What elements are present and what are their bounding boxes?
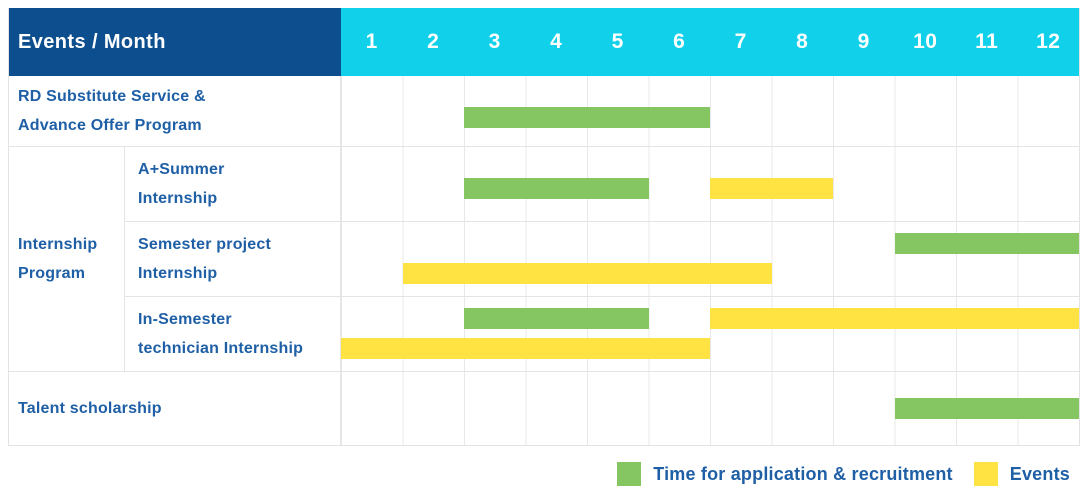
table-row-talent-scholarship: Talent scholarship — [9, 371, 1079, 445]
group-row-internship-program: Internship Program A+Summer Internship S… — [9, 146, 1079, 371]
month-header-6: 6 — [673, 30, 686, 53]
application-swatch-icon — [617, 462, 642, 486]
table-row-semester-project: Semester project Internship — [125, 221, 1079, 296]
table-body: RD Substitute Service & Advance Offer Pr… — [9, 76, 1079, 445]
month-header-11: 11 — [975, 30, 999, 53]
schedule-table: Events / Month 1 2 3 4 5 6 7 8 9 10 11 1… — [8, 8, 1080, 446]
table-row-a-plus-summer: A+Summer Internship — [125, 147, 1079, 221]
month-header-row: 1 2 3 4 5 6 7 8 9 10 11 12 — [341, 8, 1079, 76]
month-header-10: 10 — [913, 30, 938, 53]
row-timeline — [341, 76, 1079, 146]
row-timeline — [341, 372, 1079, 445]
month-header-5: 5 — [611, 30, 624, 53]
row-label: A+Summer Internship — [125, 147, 341, 221]
table-row-in-semester-technician: In-Semester technician Internship — [125, 296, 1079, 371]
corner-header: Events / Month — [9, 8, 341, 76]
month-header-7: 7 — [734, 30, 747, 53]
row-timeline — [341, 297, 1079, 371]
table-header-row: Events / Month 1 2 3 4 5 6 7 8 9 10 11 1… — [9, 8, 1079, 76]
legend-item-events: Events — [973, 462, 1070, 486]
application-bar — [464, 107, 710, 128]
event-bar — [402, 263, 772, 284]
legend-label: Time for application & recruitment — [653, 463, 953, 484]
events-swatch-icon — [973, 462, 998, 486]
legend-item-application: Time for application & recruitment — [617, 462, 953, 486]
month-header-4: 4 — [550, 30, 563, 53]
application-bar — [464, 308, 649, 329]
application-bar — [894, 233, 1079, 254]
row-timeline — [341, 147, 1079, 221]
row-label: RD Substitute Service & Advance Offer Pr… — [9, 76, 341, 146]
month-header-8: 8 — [796, 30, 809, 53]
month-header-12: 12 — [1036, 30, 1061, 53]
event-bar — [710, 178, 833, 199]
row-label: Talent scholarship — [9, 372, 341, 445]
application-bar — [894, 398, 1079, 419]
table-row-rd-substitute: RD Substitute Service & Advance Offer Pr… — [9, 76, 1079, 146]
month-header-2: 2 — [427, 30, 440, 53]
month-header-3: 3 — [488, 30, 501, 53]
month-header-1: 1 — [365, 30, 378, 53]
event-bar — [341, 338, 710, 359]
group-label: Internship Program — [9, 147, 125, 371]
group-subrows: A+Summer Internship Semester project Int… — [125, 147, 1079, 371]
row-label: In-Semester technician Internship — [125, 297, 341, 371]
application-bar — [464, 178, 649, 199]
legend: Time for application & recruitment Event… — [617, 462, 1070, 486]
row-timeline — [341, 222, 1079, 296]
event-bar — [710, 308, 1079, 329]
row-label: Semester project Internship — [125, 222, 341, 296]
legend-label: Events — [1009, 463, 1070, 484]
month-header-9: 9 — [857, 30, 870, 53]
